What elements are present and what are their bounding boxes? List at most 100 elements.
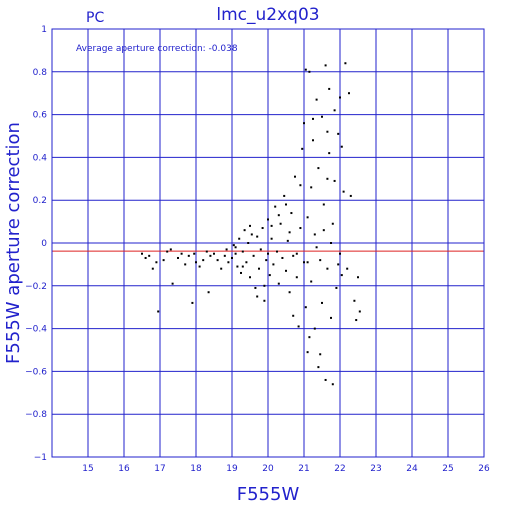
- data-point: [299, 227, 302, 230]
- y-tick-label: −1: [34, 453, 47, 463]
- data-point: [306, 261, 309, 264]
- data-point: [263, 284, 266, 287]
- data-point: [342, 190, 345, 193]
- data-point: [207, 291, 210, 294]
- data-point: [349, 194, 352, 197]
- data-point: [304, 68, 307, 71]
- data-point: [292, 314, 295, 317]
- data-point: [333, 109, 336, 112]
- data-point: [263, 299, 266, 302]
- x-tick-label: 24: [406, 464, 418, 474]
- data-point: [288, 291, 291, 294]
- data-point: [191, 301, 194, 304]
- data-point: [234, 252, 237, 255]
- data-point: [292, 254, 295, 257]
- data-point: [220, 267, 223, 270]
- data-point: [317, 167, 320, 170]
- x-tick-label: 20: [262, 464, 274, 474]
- data-point: [328, 87, 331, 90]
- data-point: [250, 233, 253, 236]
- y-tick-label: −0.6: [25, 367, 47, 377]
- y-axis-label: F555W aperture correction: [3, 122, 24, 364]
- data-point: [241, 265, 244, 268]
- data-point: [267, 218, 269, 221]
- data-point: [232, 244, 235, 247]
- x-tick-label: 23: [370, 464, 381, 474]
- data-point: [346, 267, 349, 270]
- data-point: [312, 139, 314, 142]
- data-point: [231, 256, 233, 259]
- data-point: [328, 152, 331, 155]
- data-point: [333, 179, 336, 182]
- data-point: [277, 282, 280, 285]
- data-point: [326, 267, 329, 270]
- data-point: [274, 205, 277, 208]
- data-point: [177, 256, 179, 259]
- data-point: [315, 98, 318, 101]
- data-point: [286, 239, 289, 242]
- data-point: [297, 325, 300, 328]
- data-point: [339, 96, 341, 99]
- data-point: [301, 147, 304, 150]
- data-point: [330, 242, 332, 244]
- data-point: [283, 194, 286, 197]
- data-point: [313, 233, 316, 236]
- data-point: [249, 224, 251, 227]
- data-point: [256, 235, 259, 238]
- data-point: [236, 265, 239, 268]
- data-point: [193, 252, 196, 255]
- plot-frame: [51, 28, 485, 458]
- y-tick-label: 0.6: [33, 111, 48, 121]
- x-tick-labels: 15 16 17 18 19 20 21 22 23 24 25 26: [82, 464, 490, 474]
- x-tick-label: 26: [478, 464, 490, 474]
- data-point: [227, 261, 230, 264]
- data-point: [187, 254, 190, 257]
- y-tick-label: 1: [41, 25, 47, 35]
- data-point: [321, 115, 323, 118]
- data-points: [141, 62, 361, 386]
- data-point: [202, 259, 205, 262]
- data-point: [299, 184, 302, 187]
- data-point: [254, 286, 257, 289]
- data-point: [276, 250, 278, 253]
- data-point: [184, 263, 187, 266]
- data-point: [285, 269, 287, 272]
- data-point: [308, 70, 311, 73]
- data-point: [294, 175, 296, 178]
- data-point: [151, 267, 154, 270]
- data-point: [330, 316, 332, 319]
- data-point: [340, 145, 343, 148]
- y-tick-label: −0.8: [25, 410, 47, 420]
- data-point: [304, 306, 307, 309]
- data-point: [240, 271, 242, 274]
- data-point: [157, 310, 160, 313]
- data-point: [249, 276, 251, 279]
- data-point: [144, 256, 147, 259]
- data-point: [180, 252, 183, 255]
- data-point: [223, 254, 226, 257]
- data-point: [310, 186, 313, 189]
- reference-lines: [52, 242, 484, 252]
- data-point: [213, 252, 215, 255]
- data-point: [322, 203, 325, 206]
- data-point: [331, 383, 334, 386]
- x-tick-label: 22: [334, 464, 345, 474]
- data-point: [340, 274, 343, 277]
- data-point: [295, 252, 298, 255]
- x-tick-label: 21: [298, 464, 309, 474]
- corner-label: PC: [86, 10, 104, 26]
- data-point: [281, 256, 284, 259]
- data-point: [166, 250, 169, 253]
- x-tick-label: 25: [442, 464, 453, 474]
- average-annotation: Average aperture correction: -0.038: [76, 44, 238, 54]
- data-point: [285, 203, 287, 206]
- data-point: [290, 212, 293, 215]
- x-tick-label: 15: [82, 464, 93, 474]
- data-point: [337, 132, 340, 135]
- data-point: [324, 378, 327, 381]
- data-point: [225, 248, 228, 251]
- data-point: [234, 246, 237, 249]
- data-point: [272, 263, 275, 266]
- x-tick-label: 18: [190, 464, 202, 474]
